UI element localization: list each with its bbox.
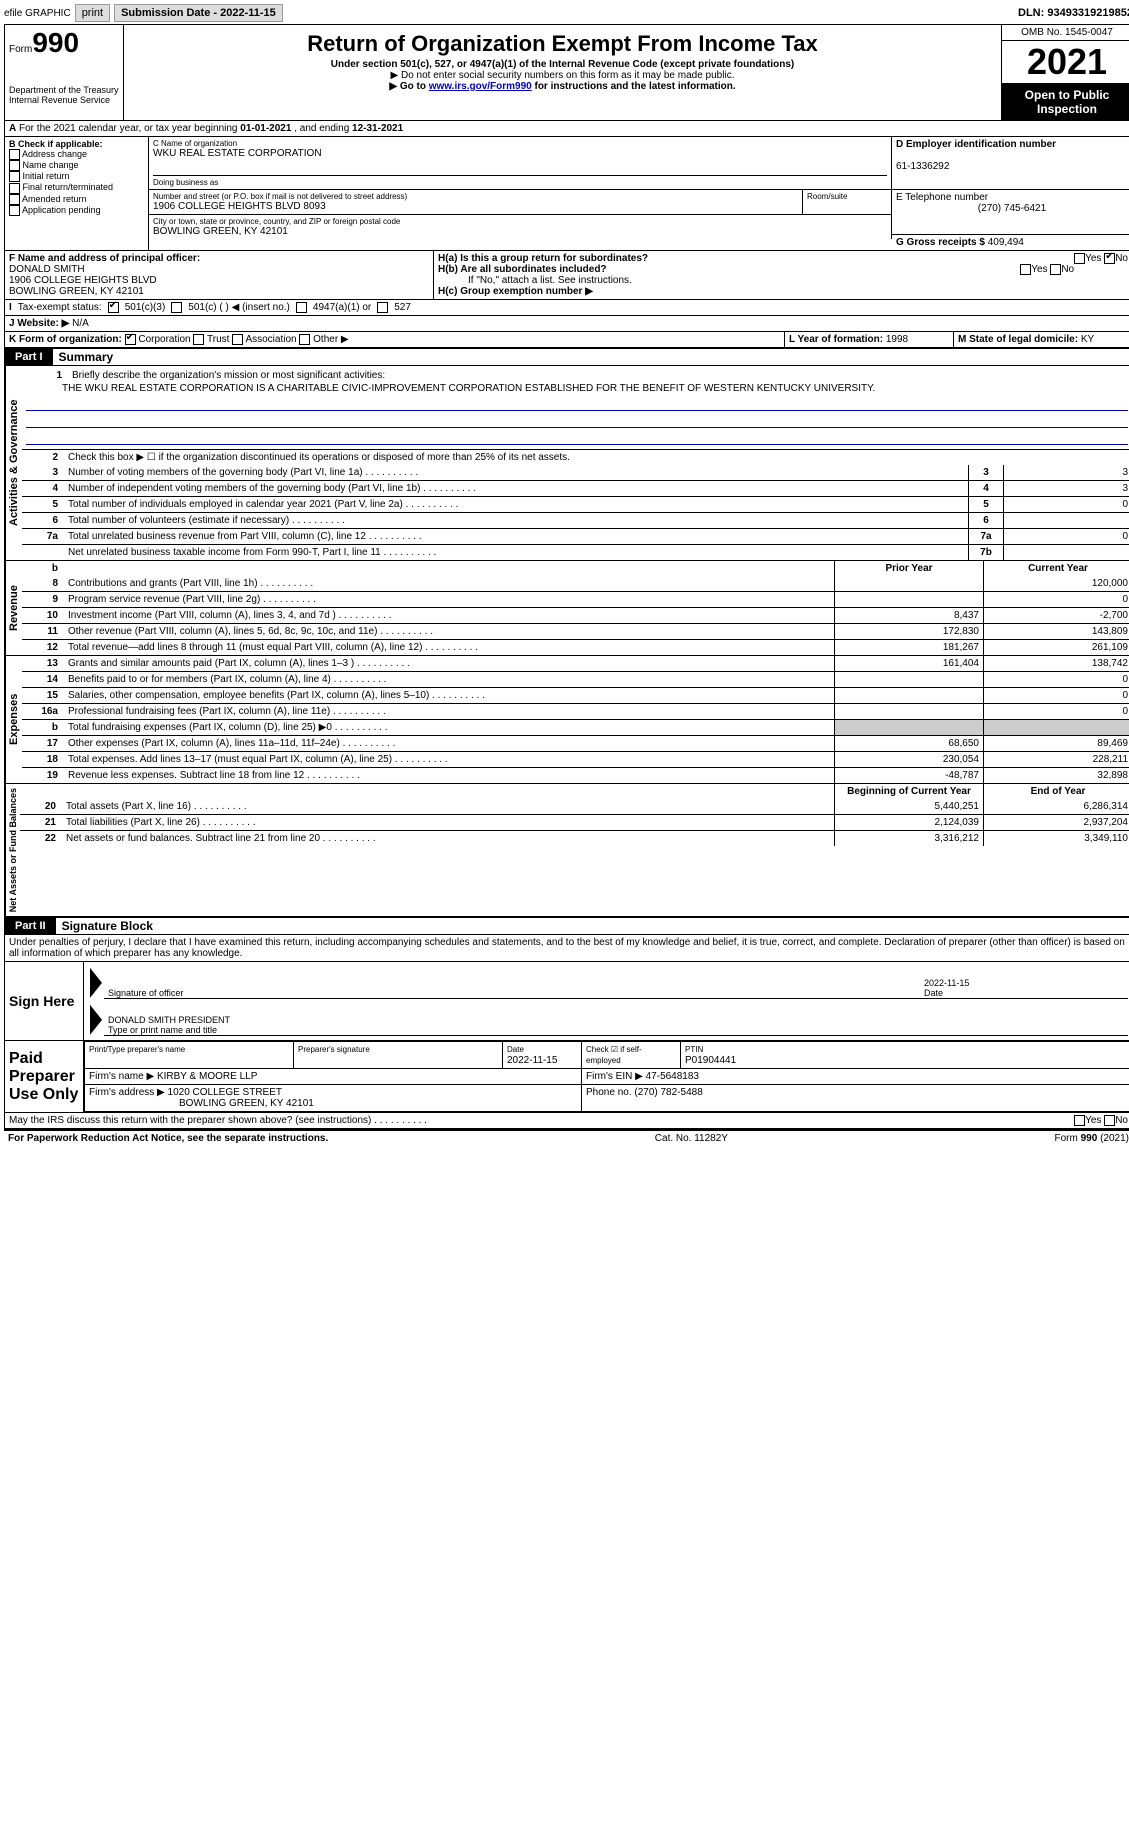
chk-corporation[interactable]	[125, 334, 136, 345]
dln: DLN: 93493319219852	[1018, 7, 1129, 19]
website-label: Website: ▶	[17, 318, 69, 329]
discuss-no[interactable]	[1104, 1115, 1115, 1126]
row-a-calendar-year: A For the 2021 calendar year, or tax yea…	[5, 121, 1129, 137]
firm-name: KIRBY & MOORE LLP	[157, 1071, 257, 1082]
ssn-note: ▶ Do not enter social security numbers o…	[128, 70, 997, 81]
sign-here-section: Sign Here Signature of officer 2022-11-1…	[5, 962, 1129, 1041]
activities-governance: Activities & Governance 1Briefly describ…	[5, 366, 1129, 561]
mission-label: Briefly describe the organization's miss…	[68, 368, 1128, 383]
officer-name-title: DONALD SMITH PRESIDENTType or print name…	[104, 1003, 1128, 1036]
ha-no[interactable]	[1104, 253, 1115, 264]
d-ein-label: D Employer identification number	[896, 139, 1056, 150]
k-label: K Form of organization:	[9, 334, 122, 345]
chk-address-change[interactable]	[9, 149, 20, 160]
chk-name-change[interactable]	[9, 160, 20, 171]
sig-date: 2022-11-15Date	[920, 966, 1128, 999]
sig-arrow-icon	[90, 968, 102, 998]
part2-header: Part II Signature Block	[5, 918, 1129, 935]
net-assets-section: Net Assets or Fund Balances Beginning of…	[5, 784, 1129, 918]
gross-value: 409,494	[988, 237, 1024, 248]
chk-final-return[interactable]	[9, 183, 20, 194]
form-number: Form990	[9, 27, 119, 59]
chk-501c3[interactable]	[108, 302, 119, 313]
open-public: Open to Public Inspection	[1002, 84, 1129, 120]
dept-treasury: Department of the Treasury Internal Reve…	[9, 85, 119, 105]
form-title: Return of Organization Exempt From Incom…	[128, 31, 997, 57]
chk-other[interactable]	[299, 334, 310, 345]
officer-signature: Signature of officer	[104, 976, 920, 999]
form-header: Form990 Department of the Treasury Inter…	[5, 25, 1129, 121]
discuss-row: May the IRS discuss this return with the…	[5, 1112, 1129, 1130]
row-j: J Website: ▶ N/A	[5, 316, 1129, 332]
sig-arrow-icon	[90, 1005, 102, 1035]
website-note: ▶ Go to www.irs.gov/Form990 for instruct…	[128, 81, 997, 92]
form-container: Form990 Department of the Treasury Inter…	[4, 24, 1129, 1131]
chk-4947[interactable]	[296, 302, 307, 313]
form-ref: Form 990 (2021)	[1055, 1133, 1129, 1144]
row-k: K Form of organization: Corporation Trus…	[5, 332, 1129, 349]
mission-text: THE WKU REAL ESTATE CORPORATION IS A CHA…	[26, 383, 1128, 394]
top-bar: efile GRAPHIC print Submission Date - 20…	[4, 4, 1129, 22]
f-label: F Name and address of principal officer:	[9, 253, 200, 264]
section-b: B Check if applicable: Address change Na…	[5, 137, 1129, 251]
chk-trust[interactable]	[193, 334, 204, 345]
declaration: Under penalties of perjury, I declare th…	[5, 935, 1129, 962]
room-label: Room/suite	[807, 192, 887, 201]
hb-label: H(b) Are all subordinates included?	[438, 264, 607, 275]
part1-header: Part I Summary	[5, 349, 1129, 366]
ha-label: H(a) Is this a group return for subordin…	[438, 253, 648, 264]
hb-yes[interactable]	[1020, 264, 1031, 275]
discuss-yes[interactable]	[1074, 1115, 1085, 1126]
chk-initial-return[interactable]	[9, 171, 20, 182]
cat-no: Cat. No. 11282Y	[655, 1133, 728, 1144]
website-value: N/A	[72, 318, 89, 329]
chk-application-pending[interactable]	[9, 205, 20, 216]
tel-value: (270) 745-6421	[896, 203, 1128, 214]
ptin: P01904441	[685, 1055, 736, 1066]
form-subtitle: Under section 501(c), 527, or 4947(a)(1)…	[128, 59, 997, 70]
year-formation: 1998	[886, 334, 908, 345]
officer-name: DONALD SMITH	[9, 264, 85, 275]
firm-addr: 1020 COLLEGE STREET	[168, 1087, 283, 1098]
city-label: City or town, state or province, country…	[153, 217, 887, 226]
submission-date: Submission Date - 2022-11-15	[114, 4, 283, 22]
tax-status-label: Tax-exempt status:	[18, 302, 102, 313]
addr-label: Number and street (or P.O. box if mail i…	[153, 192, 798, 201]
print-button[interactable]: print	[75, 4, 110, 22]
paid-preparer-section: Paid Preparer Use Only Print/Type prepar…	[5, 1041, 1129, 1112]
paperwork-notice: For Paperwork Reduction Act Notice, see …	[8, 1133, 328, 1144]
ha-yes[interactable]	[1074, 253, 1085, 264]
state-domicile: KY	[1081, 334, 1094, 345]
hb-note: If "No," attach a list. See instructions…	[438, 275, 1128, 286]
org-name: WKU REAL ESTATE CORPORATION	[153, 148, 887, 159]
footer: For Paperwork Reduction Act Notice, see …	[4, 1131, 1129, 1146]
officer-addr2: BOWLING GREEN, KY 42101	[9, 286, 144, 297]
org-address: 1906 COLLEGE HEIGHTS BLVD 8093	[153, 201, 798, 212]
dba-label: Doing business as	[153, 175, 887, 187]
chk-amended[interactable]	[9, 194, 20, 205]
efile-label: efile GRAPHIC	[4, 8, 71, 19]
section-f: F Name and address of principal officer:…	[5, 251, 1129, 300]
row-i: I Tax-exempt status: 501(c)(3) 501(c) ( …	[5, 300, 1129, 316]
section-b-label: B Check if applicable:	[9, 139, 103, 149]
expenses-section: Expenses 13Grants and similar amounts pa…	[5, 656, 1129, 784]
ein-value: 61-1336292	[896, 161, 949, 172]
org-city: BOWLING GREEN, KY 42101	[153, 226, 887, 237]
hb-no[interactable]	[1050, 264, 1061, 275]
c-name-label: C Name of organization	[153, 139, 887, 148]
hc-label: H(c) Group exemption number ▶	[438, 286, 593, 297]
chk-527[interactable]	[377, 302, 388, 313]
irs-link[interactable]: www.irs.gov/Form990	[429, 81, 532, 92]
omb-number: OMB No. 1545-0047	[1002, 25, 1129, 41]
e-tel-label: E Telephone number	[896, 192, 1128, 203]
firm-ein: 47-5648183	[646, 1071, 699, 1082]
chk-association[interactable]	[232, 334, 243, 345]
chk-501c[interactable]	[171, 302, 182, 313]
firm-phone: (270) 782-5488	[634, 1087, 702, 1098]
officer-addr1: 1906 COLLEGE HEIGHTS BLVD	[9, 275, 157, 286]
tax-year: 2021	[1002, 41, 1129, 84]
g-gross-label: G Gross receipts $	[896, 237, 988, 248]
line2-text: Check this box ▶ ☐ if the organization d…	[64, 450, 1129, 465]
revenue-section: Revenue bPrior YearCurrent Year 8Contrib…	[5, 561, 1129, 656]
